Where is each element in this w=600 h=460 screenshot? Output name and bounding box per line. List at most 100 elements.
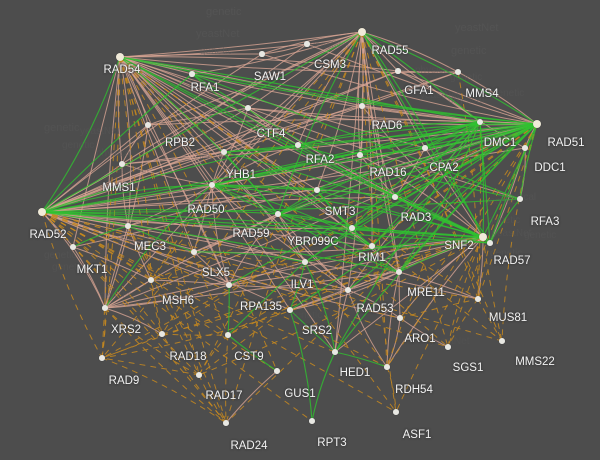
node-rad9[interactable]	[99, 355, 105, 361]
node-cst9[interactable]	[225, 332, 231, 338]
node-srs2[interactable]	[287, 307, 293, 313]
node-rad55[interactable]	[358, 28, 366, 36]
network-edge	[316, 31, 363, 191]
network-edge	[351, 227, 484, 238]
network-edge	[361, 31, 503, 342]
node-rad6[interactable]	[359, 103, 365, 109]
node-slx5[interactable]	[191, 249, 197, 255]
node-rad16[interactable]	[357, 152, 363, 158]
node-mus81[interactable]	[475, 296, 481, 302]
network-edge	[198, 31, 363, 376]
network-edge	[104, 307, 200, 376]
node-rfa1[interactable]	[189, 71, 195, 77]
node-rfa2[interactable]	[295, 142, 301, 148]
network-edge	[119, 56, 291, 311]
node-mkt1[interactable]	[70, 244, 76, 250]
network-edge	[277, 213, 349, 291]
node-saw1[interactable]	[259, 51, 265, 57]
network-edge	[161, 123, 538, 335]
network-edge	[386, 366, 397, 413]
network-edge	[398, 121, 481, 273]
network-edge	[150, 279, 163, 335]
network-edge	[41, 211, 400, 273]
node-rad50[interactable]	[209, 182, 215, 188]
network-edge	[119, 56, 538, 125]
network-edge	[211, 184, 349, 291]
node-sgs1[interactable]	[445, 344, 451, 350]
network-edge	[334, 351, 388, 368]
network-edge	[227, 261, 306, 336]
network-edge	[193, 184, 213, 253]
network-edge	[457, 71, 479, 300]
node-hed1[interactable]	[332, 349, 338, 355]
node-gus1[interactable]	[274, 368, 280, 374]
network-edge	[211, 184, 396, 198]
network-edge	[41, 211, 479, 300]
node-smt3[interactable]	[314, 187, 320, 193]
node-asf1[interactable]	[393, 409, 399, 415]
network-edge	[119, 56, 521, 200]
network-edge	[191, 73, 481, 123]
node-rfa3[interactable]	[517, 196, 523, 202]
node-rdh54[interactable]	[384, 364, 390, 370]
node-rad52[interactable]	[37, 207, 47, 217]
network-edge	[398, 271, 401, 319]
network-edge	[121, 151, 225, 165]
node-msh6[interactable]	[148, 277, 154, 283]
network-edge	[361, 31, 481, 123]
network-edge	[447, 236, 484, 348]
node-mms4[interactable]	[455, 69, 461, 75]
network-edge	[316, 189, 353, 229]
node-rad57[interactable]	[487, 240, 493, 246]
node-yhb1[interactable]	[221, 149, 227, 155]
node-aro1[interactable]	[397, 315, 403, 321]
network-edge	[119, 31, 363, 58]
network-edge	[289, 261, 306, 311]
network-edge	[41, 211, 313, 422]
network-edge	[519, 123, 538, 200]
node-csm3[interactable]	[304, 41, 310, 47]
node-gfa1[interactable]	[395, 68, 401, 74]
node-rad18[interactable]	[159, 331, 165, 337]
network-edge	[119, 56, 503, 342]
node-ybr099c[interactable]	[349, 225, 355, 231]
network-edge	[361, 31, 459, 73]
node-mec3[interactable]	[125, 223, 131, 229]
network-edge	[198, 123, 538, 376]
network-edge	[277, 213, 400, 273]
network-edge	[127, 184, 213, 227]
node-rad24[interactable]	[223, 420, 229, 426]
node-rim1[interactable]	[369, 243, 375, 249]
node-mre11[interactable]	[396, 269, 402, 275]
network-edge	[447, 123, 538, 348]
node-cpa2[interactable]	[422, 145, 428, 151]
node-dmc1[interactable]	[476, 118, 484, 126]
node-rpb2[interactable]	[145, 122, 151, 128]
node-ctf4[interactable]	[245, 105, 251, 111]
node-rad59[interactable]	[275, 211, 281, 217]
node-ilv1[interactable]	[302, 259, 308, 265]
node-rad53[interactable]	[345, 287, 351, 293]
node-ddc1[interactable]	[522, 145, 528, 151]
network-edge	[161, 236, 484, 335]
network-edge	[359, 123, 538, 156]
node-snf2[interactable]	[479, 233, 487, 241]
network-edge	[101, 289, 349, 359]
node-rpa135[interactable]	[226, 282, 232, 288]
network-edge	[289, 123, 538, 311]
node-mms22[interactable]	[499, 338, 505, 344]
network-edge	[227, 284, 230, 336]
node-rad3[interactable]	[392, 194, 398, 200]
node-mms1[interactable]	[119, 161, 125, 167]
node-rad17[interactable]	[196, 372, 202, 378]
network-edge	[334, 236, 484, 353]
network-edge	[119, 56, 353, 229]
node-rad54[interactable]	[116, 53, 124, 61]
network-edge	[289, 309, 336, 353]
node-rad51[interactable]	[532, 119, 542, 129]
network-edge	[397, 70, 459, 73]
node-xrs2[interactable]	[102, 305, 108, 311]
network-edge	[361, 31, 400, 273]
node-rpt3[interactable]	[309, 418, 315, 424]
